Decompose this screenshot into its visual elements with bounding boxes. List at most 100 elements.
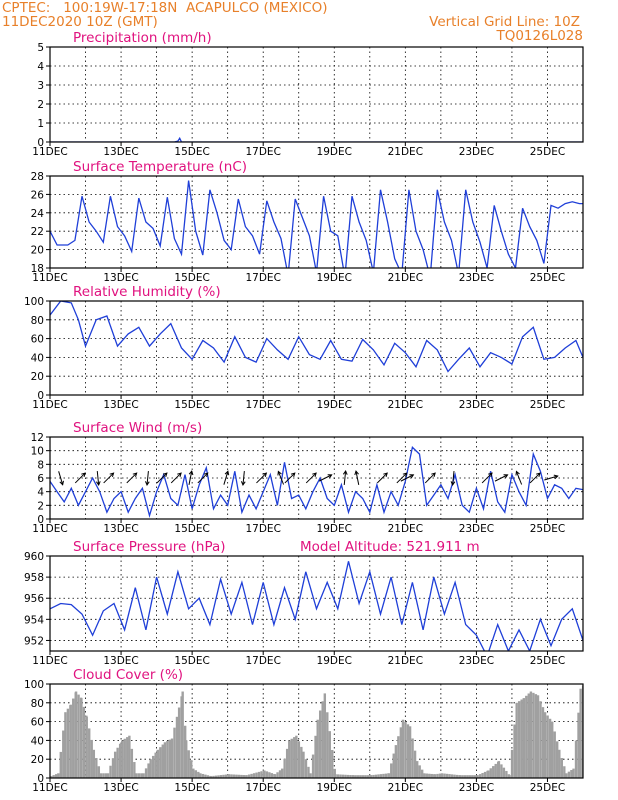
- wind-arrow: [376, 472, 388, 484]
- wind-arrow-shaft: [396, 472, 408, 484]
- cloud-bar: [88, 728, 91, 778]
- wind-arrow-head: [203, 472, 209, 478]
- cloud-bar: [149, 759, 152, 778]
- cloud-bar: [425, 773, 428, 778]
- cloud-bar: [288, 740, 291, 778]
- cloud-bar: [268, 772, 271, 778]
- cloud-bar: [458, 775, 462, 778]
- wind-arrow-head: [224, 470, 230, 476]
- wind-arrow-shaft: [256, 472, 267, 484]
- cloud-bar: [570, 770, 573, 778]
- cloud-bar: [468, 775, 471, 778]
- cloud-bar: [574, 740, 578, 778]
- y-tick-label: 952: [24, 635, 44, 647]
- cloud-bar: [553, 731, 556, 778]
- wind-arrow: [126, 472, 138, 484]
- cloud-bar: [374, 774, 378, 778]
- cloud-bar: [443, 773, 446, 778]
- cloud-bar: [217, 775, 220, 778]
- cloud-bar: [489, 768, 492, 778]
- cloud-bar: [487, 770, 490, 778]
- wind-arrow-head: [145, 481, 150, 487]
- header-line1-left: CPTEC: 100:19W-17:18N ACAPULCO (MEXICO): [2, 0, 328, 16]
- cloud-bar: [515, 702, 518, 778]
- cloud-bar: [54, 774, 58, 778]
- wind-arrow-head: [95, 481, 101, 487]
- wind-arrow-head: [409, 474, 415, 479]
- cloud-bar: [390, 763, 393, 778]
- wind-arrow: [58, 471, 64, 486]
- x-tick-label: 19DEC: [317, 399, 352, 411]
- cloud-bar: [565, 773, 568, 778]
- cloud-bar: [534, 694, 538, 778]
- cloud-bar: [344, 774, 347, 778]
- cloud-bar: [104, 773, 108, 778]
- cloud-bar: [121, 740, 124, 778]
- cloud-bar: [252, 773, 256, 778]
- y-tick-label: 956: [24, 593, 44, 605]
- cloud-bar: [285, 748, 289, 778]
- wind-arrow-head: [81, 472, 86, 478]
- x-tick-label: 15DEC: [174, 782, 209, 794]
- cloud-bar: [156, 749, 159, 778]
- cloud-bar: [270, 773, 274, 778]
- cloud-bar: [130, 748, 134, 778]
- x-tick-label: 25DEC: [530, 782, 565, 794]
- cloud-bar: [415, 761, 419, 778]
- cloud-bar: [354, 775, 357, 778]
- cloud-bar: [430, 773, 433, 778]
- wind-arrow: [342, 469, 348, 486]
- y-tick-label: 0: [37, 137, 44, 149]
- wind-arrow: [156, 472, 168, 484]
- wind-arrow-shaft: [544, 475, 558, 481]
- cloud-bar: [567, 771, 571, 778]
- x-tick-label: 13DEC: [103, 523, 138, 535]
- y-tick-label: 958: [24, 572, 44, 584]
- cloud-bar: [273, 774, 277, 778]
- y-tick-label: 22: [31, 226, 44, 238]
- y-tick-label: 100: [24, 296, 44, 308]
- y-tick-label: 40: [31, 735, 44, 747]
- wind-arrow-shaft: [305, 472, 317, 484]
- wind-arrow-shaft: [494, 474, 508, 482]
- panel-4: 952 954 956 958 960 11DEC 13DEC 15DEC 17DEC 19DEC…: [24, 539, 584, 667]
- cloud-bar: [522, 698, 525, 778]
- wind-arrow: [494, 474, 509, 482]
- cloud-bar: [181, 691, 184, 778]
- x-tick-label: 13DEC: [103, 782, 138, 794]
- cloud-bar: [118, 743, 122, 778]
- cloud-bar: [497, 761, 501, 778]
- wind-arrow-head: [109, 472, 115, 478]
- cloud-bar: [257, 771, 261, 778]
- cloud-bar: [175, 716, 179, 778]
- cloud-bar: [476, 775, 479, 778]
- cloud-bar: [321, 701, 324, 778]
- cloud-bar: [235, 774, 238, 778]
- y-tick-label: 20: [31, 371, 44, 383]
- cloud-bar: [74, 691, 78, 778]
- wind-arrow-shaft: [481, 472, 493, 484]
- cloud-bar: [352, 775, 355, 778]
- wind-arrow-head: [59, 480, 64, 486]
- y-tick-label: 20: [31, 754, 44, 766]
- x-tick-label: 15DEC: [174, 272, 209, 284]
- y-tick-label: 0: [37, 514, 44, 526]
- cloud-bar: [297, 741, 301, 778]
- cloud-bar: [314, 735, 317, 778]
- cloud-bar: [92, 749, 96, 778]
- cloud-bar: [548, 718, 552, 778]
- cloud-bar: [536, 695, 540, 778]
- cloud-bar: [318, 710, 322, 778]
- cloud-bar: [517, 701, 521, 778]
- cloud-bar: [295, 735, 298, 778]
- cloud-bar: [339, 774, 342, 778]
- y-tick-label: 4: [37, 61, 44, 73]
- x-tick-label: 21DEC: [388, 655, 423, 667]
- x-tick-label: 17DEC: [245, 399, 280, 411]
- wind-arrow-head: [383, 472, 388, 478]
- cloud-bar: [307, 766, 310, 778]
- y-tick-label: 2: [37, 99, 44, 111]
- cloud-bar: [346, 774, 350, 778]
- cloud-bar: [361, 775, 365, 778]
- cloud-bar: [293, 737, 296, 778]
